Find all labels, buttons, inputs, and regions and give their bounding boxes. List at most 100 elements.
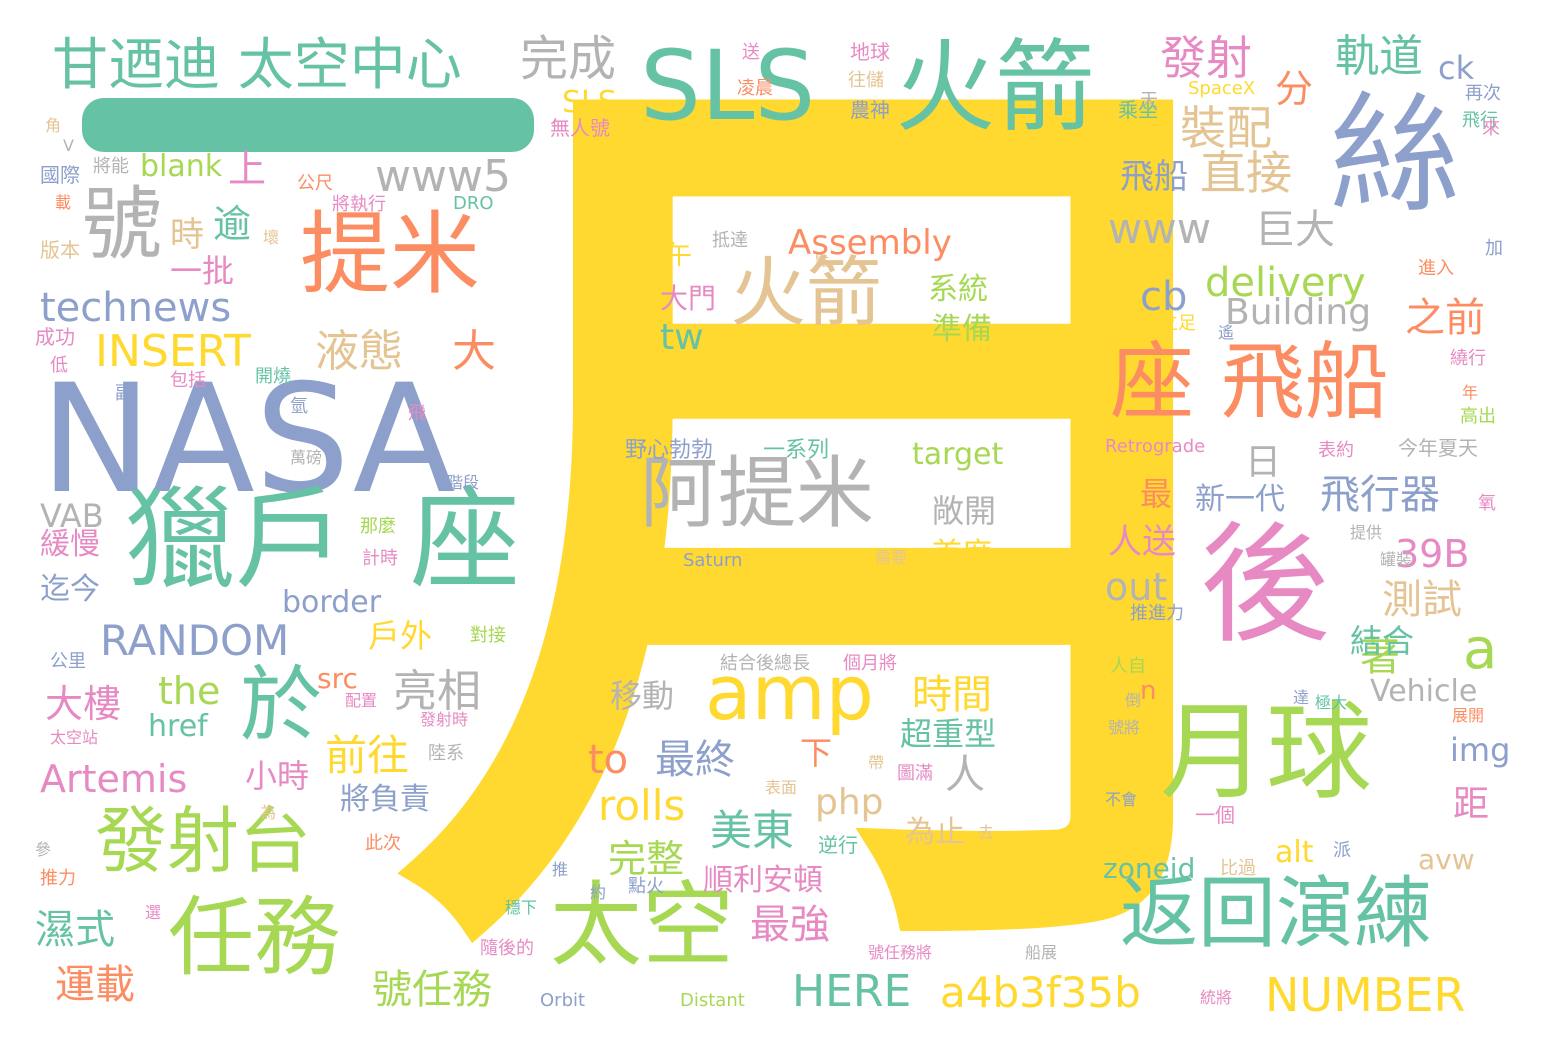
word-85: 超重型 bbox=[900, 715, 997, 753]
word-134: 加 bbox=[1485, 238, 1503, 259]
word-107: a4b3f35b bbox=[940, 968, 1141, 1017]
word-84: 時間 bbox=[912, 672, 992, 718]
word-133: 點 bbox=[815, 254, 829, 270]
word-197: Orbit bbox=[540, 990, 586, 1011]
word-111: SLS bbox=[562, 85, 617, 120]
word-75: 戶外 bbox=[368, 617, 433, 655]
word-130: 版本 bbox=[40, 238, 80, 262]
word-78: href bbox=[148, 709, 208, 744]
word-166: 發射時 bbox=[420, 710, 469, 729]
word-179: 為 bbox=[260, 803, 277, 822]
word-188: 推 bbox=[552, 860, 569, 879]
word-198: Distant bbox=[680, 990, 745, 1011]
word-172: 陸系 bbox=[428, 743, 464, 764]
word-14: 發射台 bbox=[95, 799, 312, 883]
word-82: 前往 bbox=[325, 731, 410, 780]
word-135: 進入 bbox=[1418, 258, 1454, 279]
word-105: 號任務 bbox=[372, 967, 492, 1013]
word-181: 參 bbox=[35, 840, 52, 859]
word-9: 提米 bbox=[300, 202, 480, 307]
word-59: 敞開 bbox=[932, 492, 997, 530]
word-127: 公尺 bbox=[297, 173, 333, 194]
word-162: 人自 bbox=[1110, 656, 1146, 677]
word-51: 最 bbox=[1140, 475, 1173, 513]
word-25: 裝配 bbox=[1180, 101, 1272, 155]
word-140: 立足 bbox=[1160, 313, 1196, 334]
word-95: 完整 bbox=[608, 837, 685, 881]
word-93: 美東 bbox=[710, 806, 795, 855]
word-153: 提供 bbox=[1350, 523, 1383, 542]
word-28: www5 bbox=[375, 151, 511, 202]
word-177: 表面 bbox=[765, 778, 798, 797]
word-32: INSERT bbox=[95, 326, 251, 377]
word-97: 最強 bbox=[750, 902, 830, 948]
word-170: 展開 bbox=[1452, 706, 1485, 725]
word-52: 新一代 bbox=[1195, 482, 1285, 517]
word-116: SpaceX bbox=[1188, 78, 1256, 99]
word-180: 一個 bbox=[1195, 803, 1235, 827]
word-16: amp bbox=[705, 648, 874, 737]
word-163: 結合後總長 bbox=[720, 653, 810, 674]
word-167: 倒 bbox=[1125, 691, 1142, 710]
word-36: 一批 bbox=[170, 252, 235, 290]
word-58: border bbox=[282, 585, 382, 620]
word-67: out bbox=[1105, 565, 1168, 609]
word-112: 無人號 bbox=[550, 116, 610, 140]
word-66: 人送 bbox=[1108, 522, 1176, 562]
word-29: www bbox=[1108, 204, 1212, 253]
word-77: the bbox=[158, 669, 221, 713]
word-34: 上 bbox=[228, 147, 267, 191]
word-174: 帶 bbox=[868, 753, 885, 772]
word-20: 完成 bbox=[520, 31, 617, 87]
word-185: 比過 bbox=[1220, 858, 1256, 879]
word-26: 直接 bbox=[1200, 146, 1292, 200]
word-160: 對接 bbox=[470, 625, 506, 646]
word-147: 飛 bbox=[408, 403, 426, 424]
word-192: 穩下 bbox=[505, 898, 538, 917]
word-0: NASA bbox=[40, 353, 456, 527]
word-136: 成功 bbox=[35, 325, 75, 349]
word-70: 著 bbox=[1360, 634, 1400, 680]
word-91: php bbox=[815, 782, 884, 823]
word-137: 低 bbox=[50, 355, 68, 376]
word-42: Building bbox=[1225, 292, 1372, 333]
word-115: 農神 bbox=[850, 98, 890, 122]
word-72: n bbox=[1140, 676, 1157, 706]
word-10: 號 bbox=[82, 178, 162, 271]
word-30: 巨大 bbox=[1255, 207, 1335, 253]
word-121: 來 bbox=[1482, 118, 1500, 139]
word-119: 再次 bbox=[1465, 83, 1501, 104]
word-88: 最終 bbox=[655, 737, 735, 783]
word-41: cb bbox=[1140, 274, 1188, 320]
word-144: 氫 bbox=[290, 396, 308, 417]
word-56: 迄今 bbox=[40, 572, 100, 607]
word-150: 今年夏天 bbox=[1398, 436, 1478, 460]
word-191: 選 bbox=[145, 903, 162, 922]
word-154: 氧 bbox=[1478, 493, 1496, 514]
word-171: 太空站 bbox=[50, 728, 99, 747]
word-73: Vehicle bbox=[1370, 674, 1478, 709]
word-157: 需要 bbox=[875, 548, 908, 567]
word-159: 公里 bbox=[50, 651, 86, 672]
word-57: RANDOM bbox=[100, 616, 290, 665]
word-98: 距 bbox=[1453, 784, 1490, 825]
word-101: alt bbox=[1275, 835, 1314, 870]
word-103: 濕式 bbox=[35, 907, 115, 953]
word-38: 液態 bbox=[315, 326, 403, 377]
word-49: tw bbox=[660, 317, 704, 358]
word-87: to bbox=[588, 737, 629, 783]
word-186: 派 bbox=[1333, 840, 1351, 861]
word-158: 罐裝 bbox=[1380, 550, 1413, 569]
word-139: 開燒 bbox=[255, 366, 291, 387]
word-124: 將能 bbox=[93, 156, 129, 177]
word-31: technews bbox=[40, 285, 232, 331]
word-194: 號任務將 bbox=[868, 943, 933, 962]
word-175: 圖滿 bbox=[897, 763, 933, 784]
word-128: 將執行 bbox=[332, 194, 386, 215]
word-68: 測試 bbox=[1382, 577, 1462, 623]
word-80: Artemis bbox=[40, 757, 188, 801]
word-46: 準備 bbox=[932, 312, 992, 347]
word-143: 副 bbox=[115, 383, 133, 404]
word-110: 凌晨 bbox=[737, 78, 773, 99]
